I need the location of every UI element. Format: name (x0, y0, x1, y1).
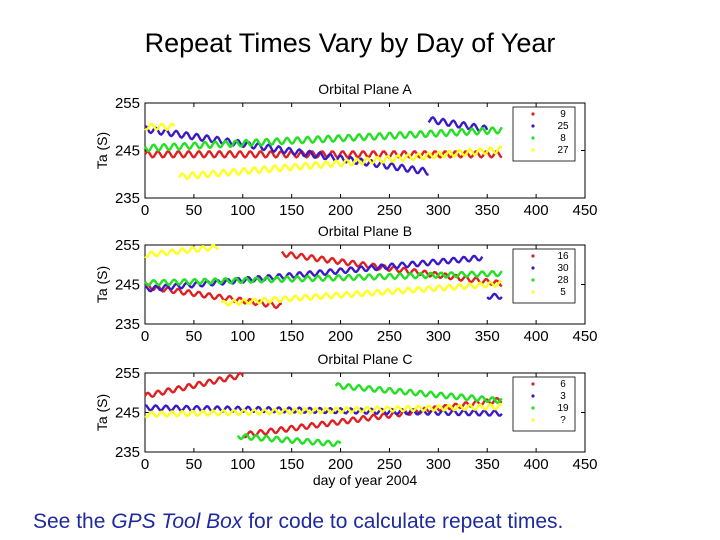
legend-label: 30 (557, 263, 569, 274)
x-tick-label: 350 (475, 202, 500, 219)
legend-marker (531, 290, 535, 294)
x-tick-label: 150 (279, 202, 304, 219)
legend-box (512, 248, 576, 304)
legend-label: 6 (560, 379, 566, 390)
x-tick-label: 400 (524, 328, 549, 345)
x-tick-label: 100 (230, 456, 255, 473)
legend-marker (531, 254, 535, 258)
x-axis-label: day of year 2004 (313, 472, 418, 488)
y-tick-label: 235 (115, 444, 140, 461)
y-tick-label: 235 (115, 316, 140, 333)
y-tick-label: 245 (115, 277, 140, 294)
legend-label: 27 (557, 145, 569, 156)
x-tick-label: 0 (141, 328, 149, 345)
legend-marker (531, 394, 535, 398)
caption-before: See the (33, 510, 112, 533)
x-tick-label: 450 (572, 456, 597, 473)
x-tick-label: 450 (572, 202, 597, 219)
x-tick-label: 100 (230, 202, 255, 219)
y-tick-label: 235 (115, 190, 140, 207)
series-line-30-seg1 (144, 254, 484, 293)
chart-panel-3: Orbital Plane C 0 50 100 150 200 250 300 350 400 4… (94, 351, 598, 488)
legend-label: 25 (557, 121, 569, 132)
legend-marker (531, 382, 535, 386)
series-line-30-seg2 (486, 292, 503, 300)
x-tick-label: 150 (279, 456, 304, 473)
caption-after: for code to calculate repeat times. (242, 510, 564, 533)
x-tick-label: 200 (328, 456, 353, 473)
legend-marker (531, 124, 535, 128)
y-tick-label: 255 (115, 365, 140, 382)
legend-label: 8 (560, 133, 566, 144)
x-tick-label: 400 (524, 202, 549, 219)
series-line-8-seg1 (143, 126, 503, 153)
x-tick-label: 50 (186, 456, 203, 473)
legend-marker (531, 418, 535, 422)
series-line-27-seg1 (144, 122, 176, 132)
series-line-5-seg1 (144, 243, 219, 259)
x-tick-label: 0 (141, 202, 149, 219)
y-tick-label: 255 (115, 237, 140, 254)
y-axis-label: Ta (S) (94, 132, 110, 169)
panel-title: Orbital Plane A (318, 81, 412, 97)
y-tick-label: 245 (115, 405, 140, 422)
x-tick-label: 250 (377, 456, 402, 473)
y-tick-label: 255 (115, 95, 140, 112)
series-line-5-seg2 (220, 280, 503, 307)
legend-marker (531, 112, 535, 116)
panel-title: Orbital Plane B (318, 223, 412, 239)
legend-box (512, 376, 576, 432)
legend-marker (531, 278, 535, 282)
x-tick-label: 250 (377, 202, 402, 219)
panel-title: Orbital Plane C (318, 351, 413, 367)
x-tick-label: 0 (141, 456, 149, 473)
chart-panel-1: Orbital Plane A 0 50 100 150 200 250 300 350 400 4… (94, 81, 598, 219)
caption: See the GPS Tool Box for code to calcula… (33, 510, 563, 534)
legend-label: 3 (560, 391, 566, 402)
x-tick-label: 450 (572, 328, 597, 345)
series-line-25-seg2 (427, 116, 489, 132)
x-tick-label: 300 (426, 328, 451, 345)
legend-box (512, 106, 576, 162)
y-axis-label: Ta (S) (94, 266, 110, 303)
caption-italic: GPS Tool Box (111, 510, 243, 533)
legend-label: 16 (557, 251, 569, 262)
legend-marker (531, 148, 535, 152)
x-tick-label: 200 (328, 328, 353, 345)
legend-label: ? (560, 415, 566, 426)
series-line-19-seg1 (236, 433, 342, 448)
series-line-6-seg1 (143, 371, 244, 398)
legend-marker (531, 406, 535, 410)
x-tick-label: 300 (426, 456, 451, 473)
series-line-q-seg1 (144, 402, 503, 419)
x-tick-label: 50 (186, 202, 203, 219)
legend-label: 28 (557, 275, 569, 286)
series-line-28-seg1 (144, 270, 503, 287)
x-tick-label: 200 (328, 202, 353, 219)
chart-panel-2: Orbital Plane B 0 50 100 150 200 250 300 350 400 4… (94, 223, 598, 345)
legend-marker (531, 136, 535, 140)
x-tick-label: 300 (426, 202, 451, 219)
series-line-27-seg2 (178, 145, 503, 180)
chart-figure: Orbital Plane A0 50 100 150 200 250 300 350 400 4… (94, 81, 598, 488)
series-line-19-seg2 (334, 382, 503, 404)
x-tick-label: 100 (230, 328, 255, 345)
legend-label: 19 (557, 403, 569, 414)
x-tick-label: 400 (524, 456, 549, 473)
plot-frame (144, 102, 586, 199)
x-tick-label: 350 (475, 328, 500, 345)
y-axis-label: Ta (S) (94, 394, 110, 431)
x-tick-label: 250 (377, 328, 402, 345)
slide-title: Repeat Times Vary by Day of Year (144, 28, 556, 58)
x-tick-label: 150 (279, 328, 304, 345)
y-tick-label: 245 (115, 143, 140, 160)
legend-marker (531, 266, 535, 270)
x-tick-label: 50 (186, 328, 203, 345)
legend-label: 5 (560, 287, 566, 298)
legend-label: 9 (560, 109, 566, 120)
x-tick-label: 350 (475, 456, 500, 473)
